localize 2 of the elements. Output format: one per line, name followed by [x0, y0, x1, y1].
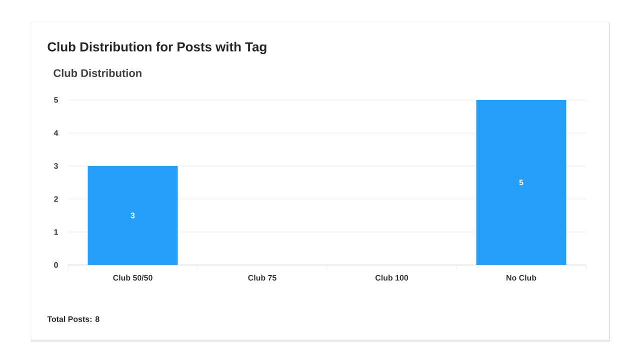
chart-subtitle: Club Distribution: [54, 68, 142, 78]
chart-title: Club Distribution for Posts with Tag: [48, 42, 266, 54]
